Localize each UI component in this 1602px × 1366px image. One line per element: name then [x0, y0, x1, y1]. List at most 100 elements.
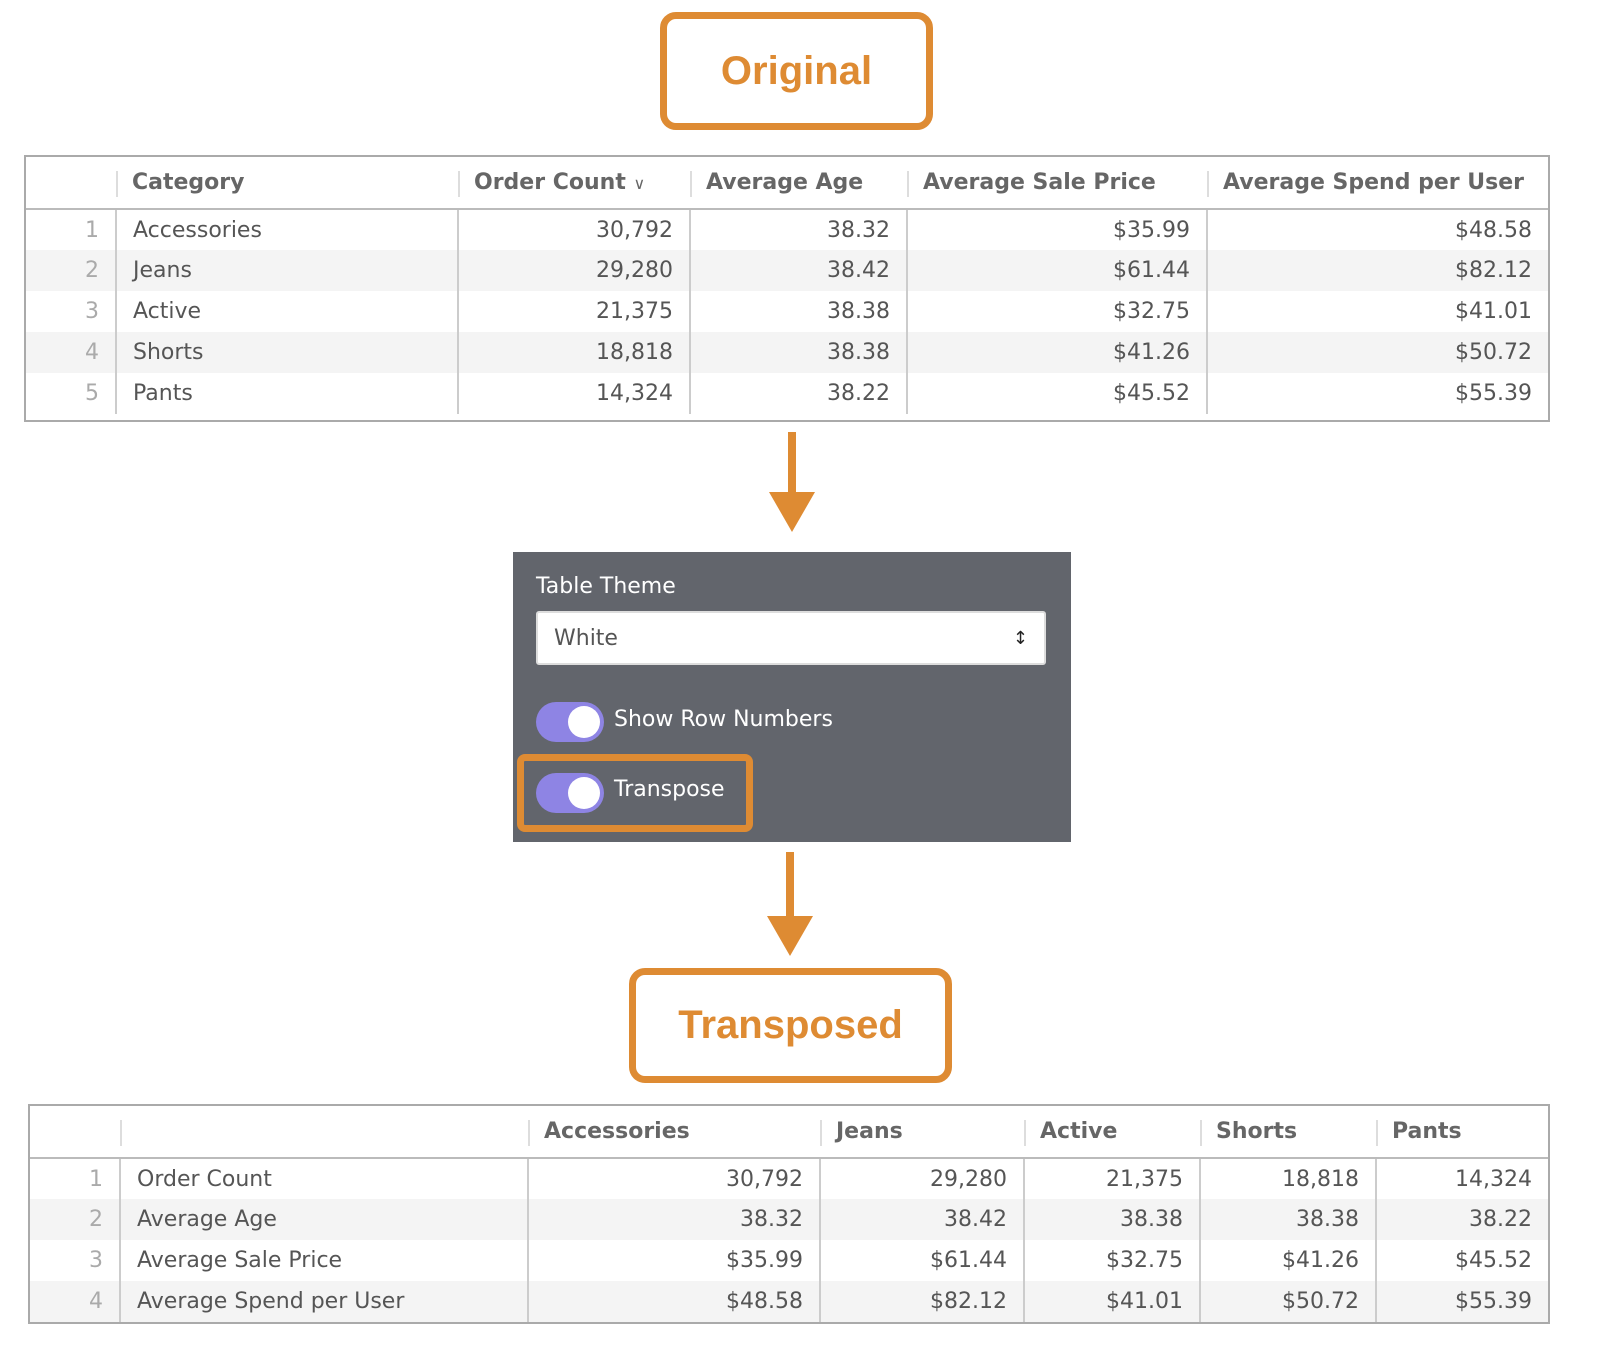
value-cell: $61.44 — [906, 250, 1207, 291]
column-header[interactable]: Pants — [1376, 1106, 1548, 1159]
value-cell: 21,375 — [1023, 1158, 1200, 1199]
arrow-down-icon — [767, 852, 813, 957]
value-cell: 18,818 — [1199, 1158, 1376, 1199]
row-number: 2 — [30, 1199, 120, 1240]
value-cell: 38.38 — [1199, 1199, 1376, 1240]
column-header[interactable]: Active — [1024, 1106, 1200, 1159]
row-number: 4 — [26, 332, 116, 373]
value-cell: 38.22 — [689, 373, 907, 414]
row-label-cell: Average Age — [119, 1199, 528, 1240]
column-label: Order Count — [474, 170, 626, 195]
column-header[interactable]: Average Spend per User — [1207, 157, 1548, 210]
table-row: 4 Average Spend per User $48.58 $82.12 $41.0… — [30, 1281, 1548, 1322]
value-cell: $48.58 — [1206, 209, 1548, 250]
row-number: 1 — [89, 1166, 103, 1192]
row-number: 2 — [26, 250, 116, 291]
row-label-cell: Pants — [115, 373, 458, 414]
column-label: Shorts — [1216, 1119, 1298, 1144]
value-cell: 29,280 — [819, 1158, 1024, 1199]
value-cell: 21,375 — [457, 291, 690, 332]
value-cell: $45.52 — [906, 373, 1207, 414]
column-header — [120, 1106, 528, 1159]
column-header[interactable]: Jeans — [820, 1106, 1024, 1159]
column-label: Accessories — [544, 1119, 690, 1144]
value-cell: 38.32 — [527, 1199, 820, 1240]
show-row-numbers-toggle[interactable] — [536, 702, 604, 742]
transpose-label: Transpose — [614, 777, 725, 802]
column-header[interactable]: Average Age — [690, 157, 907, 210]
value-cell: $82.12 — [1206, 250, 1548, 291]
value-cell: $50.72 — [1199, 1281, 1376, 1322]
arrow-down-icon — [769, 432, 815, 532]
value-cell: $61.44 — [819, 1240, 1024, 1281]
value-cell: 38.42 — [689, 250, 907, 291]
value-cell: 29,280 — [457, 250, 690, 291]
settings-panel: Table Theme White ↕ Show Row Numbers Tran… — [513, 552, 1071, 842]
transpose-toggle[interactable] — [536, 773, 604, 813]
table-row: 3 Average Sale Price $35.99 $61.44 $32.75 $41… — [30, 1240, 1548, 1281]
value-cell: 38.22 — [1375, 1199, 1548, 1240]
row-number: 4 — [30, 1281, 120, 1322]
row-label-cell: Average Sale Price — [119, 1240, 528, 1281]
value-cell: 30,792 — [457, 209, 690, 250]
column-label: Pants — [1392, 1119, 1462, 1144]
transposed-callout: Transposed — [629, 968, 952, 1083]
column-label: Jeans — [836, 1119, 903, 1144]
column-header[interactable]: Shorts — [1200, 1106, 1376, 1159]
row-number-header — [30, 1106, 120, 1159]
table-row: 1 Order Count 30,792 29,280 21,375 18,818 14,3… — [30, 1158, 1548, 1199]
table-row: 2 Average Age 38.32 38.42 38.38 38.38 38.22 — [30, 1199, 1548, 1240]
value-cell: $32.75 — [906, 291, 1207, 332]
value-cell: 38.38 — [689, 291, 907, 332]
column-header[interactable]: Accessories — [528, 1106, 820, 1159]
column-header[interactable]: Average Sale Price — [907, 157, 1207, 210]
value-cell: $82.12 — [819, 1281, 1024, 1322]
select-value: White — [554, 625, 618, 651]
value-cell: $32.75 — [1023, 1240, 1200, 1281]
original-table: Category Order Count ∨ Average Age Avera… — [24, 155, 1550, 422]
row-label-cell: Order Count — [119, 1158, 528, 1199]
row-number-header — [26, 157, 116, 210]
row-label-cell: Accessories — [115, 209, 458, 250]
original-label: Original — [720, 48, 873, 93]
column-header[interactable]: Category — [116, 157, 458, 210]
row-number: 3 — [89, 1248, 103, 1273]
table-row: 3 Active 21,375 38.38 $32.75 $41.01 — [26, 291, 1548, 332]
row-label-cell: Shorts — [115, 332, 458, 373]
value-cell: $41.26 — [1199, 1240, 1376, 1281]
column-header[interactable]: Order Count ∨ — [458, 157, 690, 210]
column-label: Category — [132, 170, 245, 195]
chevron-down-icon[interactable]: ∨ — [633, 174, 646, 193]
row-number: 5 — [85, 381, 99, 406]
value-cell: 14,324 — [1375, 1158, 1548, 1199]
value-cell: 38.32 — [689, 209, 907, 250]
row-label-cell: Active — [115, 291, 458, 332]
value-cell: 14,324 — [457, 373, 690, 414]
value-cell: 30,792 — [527, 1158, 820, 1199]
value-cell: $35.99 — [527, 1240, 820, 1281]
value-cell: 18,818 — [457, 332, 690, 373]
row-label-cell: Jeans — [115, 250, 458, 291]
header-row: Accessories Jeans Active Shorts Pants — [30, 1106, 1548, 1159]
value-cell: 38.42 — [819, 1199, 1024, 1240]
show-row-numbers-label: Show Row Numbers — [614, 707, 833, 732]
transposed-label: Transposed — [678, 1003, 903, 1047]
table-row: 5 Pants 14,324 38.22 $45.52 $55.39 — [26, 373, 1548, 414]
value-cell: $41.01 — [1206, 291, 1548, 332]
header-row: Category Order Count ∨ Average Age Avera… — [26, 157, 1548, 210]
value-cell: 38.38 — [1023, 1199, 1200, 1240]
table-row: 4 Shorts 18,818 38.38 $41.26 $50.72 — [26, 332, 1548, 373]
table-row: 1 Accessories 30,792 38.32 $35.99 $48.58 — [26, 209, 1548, 250]
table-theme-select[interactable]: White ↕ — [536, 611, 1046, 665]
transpose-highlight — [517, 754, 753, 832]
column-label: Average Sale Price — [923, 170, 1156, 195]
value-cell: $48.58 — [527, 1281, 820, 1322]
column-label: Average Spend per User — [1223, 170, 1525, 195]
value-cell: $50.72 — [1206, 332, 1548, 373]
table-row: 2 Jeans 29,280 38.42 $61.44 $82.12 — [26, 250, 1548, 291]
value-cell: $41.26 — [906, 332, 1207, 373]
value-cell: $55.39 — [1206, 373, 1548, 414]
column-label: Active — [1040, 1119, 1118, 1144]
sort-arrows-icon: ↕ — [1012, 627, 1028, 649]
